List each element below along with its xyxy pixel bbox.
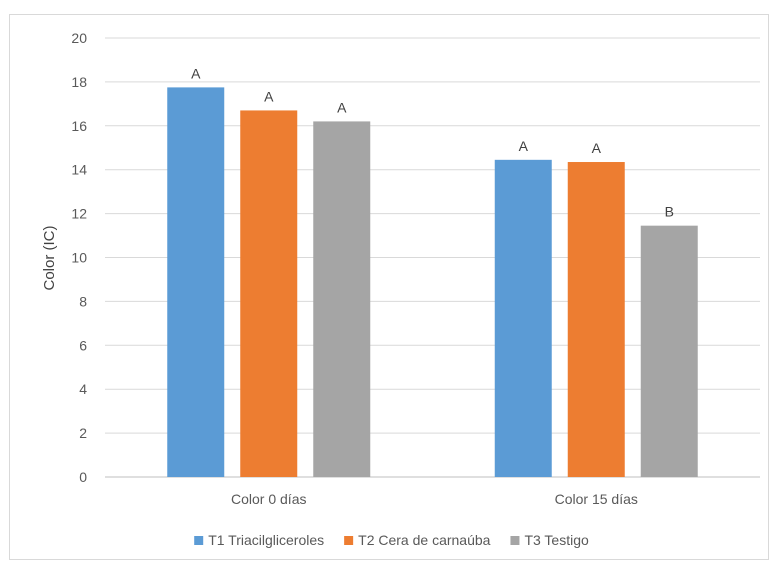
data-label: A <box>191 65 201 81</box>
legend-item: T2 Cera de carnaúba <box>344 532 491 548</box>
data-label: B <box>665 204 674 220</box>
y-axis-label: Color (IC) <box>41 225 58 290</box>
y-tick-label: 12 <box>71 206 87 222</box>
bar <box>240 110 298 477</box>
legend: T1 Triacilgliceroles T2 Cera de carnaúba T… <box>194 532 589 548</box>
data-label: A <box>519 138 529 154</box>
legend-label: T2 Cera de carnaúba <box>358 532 491 548</box>
y-tick-label: 16 <box>71 118 87 134</box>
bar <box>494 159 552 477</box>
data-label: A <box>592 140 602 156</box>
legend-swatch <box>510 536 520 545</box>
bar <box>640 225 698 477</box>
bar <box>567 162 625 477</box>
legend-swatch <box>344 536 354 545</box>
x-category-label: Color 15 días <box>555 491 638 507</box>
y-tick-label: 0 <box>79 469 87 485</box>
y-tick-label: 4 <box>79 381 87 397</box>
bar <box>167 87 225 477</box>
legend-item: T3 Testigo <box>510 532 589 548</box>
x-category-label: Color 0 días <box>231 491 306 507</box>
data-label: A <box>264 88 274 104</box>
y-axis-ticks: 0 2 4 6 8 10 12 14 16 18 20 <box>71 30 87 485</box>
y-tick-label: 6 <box>79 337 87 353</box>
legend-label: T3 Testigo <box>524 532 589 548</box>
bars <box>167 87 698 477</box>
y-tick-label: 14 <box>71 162 87 178</box>
data-label: A <box>337 99 347 115</box>
x-axis-categories: Color 0 días Color 15 días <box>231 491 638 507</box>
legend-label: T1 Triacilgliceroles <box>208 532 324 548</box>
data-labels: A A A A A B <box>191 65 674 219</box>
legend-item: T1 Triacilgliceroles <box>194 532 324 548</box>
y-tick-label: 2 <box>79 425 87 441</box>
y-tick-label: 20 <box>71 30 87 46</box>
y-tick-label: 18 <box>71 74 87 90</box>
y-tick-label: 8 <box>79 293 87 309</box>
legend-swatch <box>194 536 204 545</box>
bar <box>313 121 371 477</box>
y-tick-label: 10 <box>71 250 87 266</box>
